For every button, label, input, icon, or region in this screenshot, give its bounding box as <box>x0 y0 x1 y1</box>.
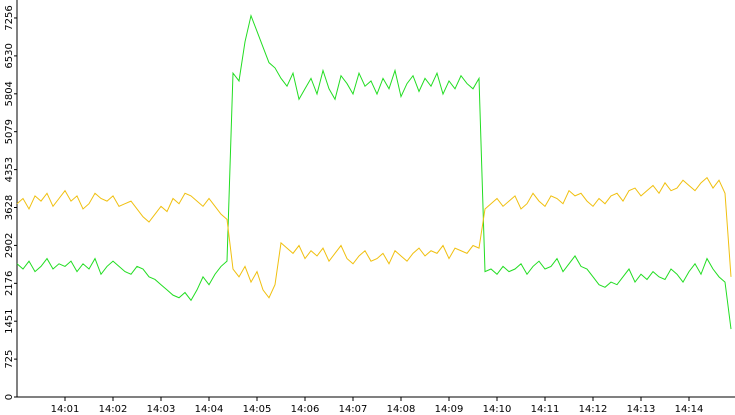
x-tick-label: 14:13 <box>627 404 656 415</box>
x-tick-label: 14:05 <box>243 404 272 415</box>
y-tick-label: 5079 <box>4 119 15 144</box>
x-tick-label: 14:01 <box>51 404 80 415</box>
y-tick-label: 7256 <box>4 5 15 30</box>
x-tick-label: 14:04 <box>195 404 224 415</box>
x-tick-label: 14:10 <box>483 404 512 415</box>
y-tick-label: 4353 <box>4 157 15 182</box>
y-tick-label: 1451 <box>4 308 15 333</box>
x-tick-label: 14:14 <box>675 404 704 415</box>
x-tick-label: 14:09 <box>435 404 464 415</box>
y-tick-label: 5804 <box>4 81 15 106</box>
y-tick-label: 2176 <box>4 271 15 296</box>
x-tick-label: 14:03 <box>147 404 176 415</box>
series-line <box>16 176 732 299</box>
x-tick-label: 14:11 <box>531 404 560 415</box>
x-tick-label: 14:08 <box>387 404 416 415</box>
series-line <box>16 13 732 330</box>
x-tick-label: 14:07 <box>339 404 368 415</box>
y-tick-label: 2902 <box>4 233 15 258</box>
x-tick-label: 14:12 <box>579 404 608 415</box>
y-tick-label: 725 <box>4 350 15 369</box>
x-tick-label: 14:06 <box>291 404 320 415</box>
y-tick-label: 6530 <box>4 43 15 68</box>
y-tick-label: 3628 <box>4 195 15 220</box>
x-tick-label: 14:02 <box>99 404 128 415</box>
y-tick-label: 0 <box>4 394 15 400</box>
